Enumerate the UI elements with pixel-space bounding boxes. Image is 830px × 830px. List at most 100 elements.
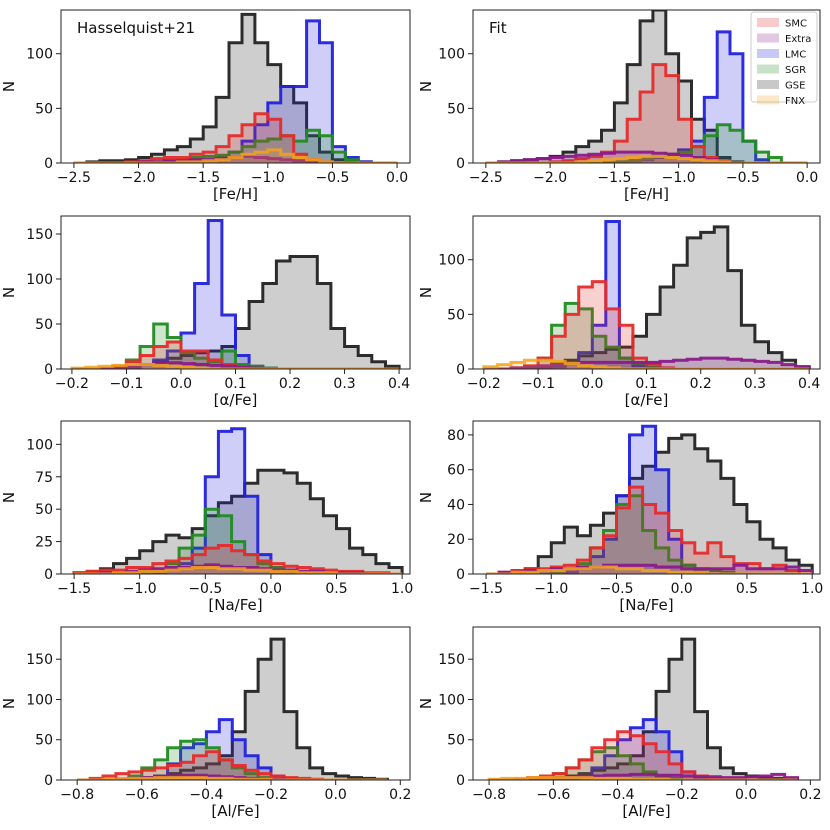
x-tick-label: −1.5 [186, 170, 220, 186]
x-tick-label: 0.2 [279, 376, 301, 392]
hist-fill-smc [486, 487, 813, 574]
legend-swatch-gse [757, 80, 779, 89]
x-tick-label: −0.2 [467, 376, 501, 392]
x-tick-label: 0.3 [333, 376, 355, 392]
hist-step-gse [73, 12, 398, 163]
hist-fill-gse [74, 470, 403, 574]
y-tick-label: 100 [26, 692, 53, 708]
panel-alpha-obs: −0.2 −0.1 0.0 0.1 0.2 0.3 0.4 0 50 100 150 [α/Fe] N [0, 215, 411, 409]
y-tick-label: 50 [35, 101, 53, 117]
x-tick-label: 0.0 [260, 581, 282, 597]
x-tick-label: −1.0 [251, 170, 285, 186]
axes-frame [60, 9, 411, 164]
axes-frame [472, 626, 821, 781]
plot-area [70, 219, 401, 369]
panel-title: Hasselquist+21 [77, 19, 195, 37]
panel-alfe-obs: −0.8 −0.6 −0.4 −0.2 0.0 0.2 0 50 100 150 [Al/Fe] N [0, 626, 411, 820]
x-tick-label: −0.2 [665, 787, 699, 803]
y-tick-label: 50 [447, 733, 465, 749]
axes-frame [472, 9, 821, 164]
x-tick-label: 0.0 [735, 787, 757, 803]
y-tick-label: 40 [447, 497, 465, 513]
y-tick-label: 100 [26, 47, 53, 63]
y-tick-label: 25 [35, 535, 53, 551]
x-tick-label: 0.3 [744, 376, 766, 392]
legend-swatch-lmc [757, 49, 779, 58]
x-tick-label: 1.0 [391, 581, 413, 597]
hist-fill-smc [74, 545, 403, 574]
y-tick-label: 150 [26, 652, 53, 668]
x-tick-label: −0.4 [601, 787, 635, 803]
plot-area [487, 637, 799, 780]
legend-swatch-extra [757, 33, 779, 43]
x-tick-label: 0.1 [635, 376, 657, 392]
hist-fill-sgr [73, 130, 398, 163]
x-tick-label: 0.0 [796, 170, 818, 186]
y-tick-label: 100 [26, 272, 53, 288]
hist-fill-gse [485, 10, 808, 163]
panel-nafe-fit: −1.5 −1.0 −0.5 0.0 0.5 1.0 0 20 40 60 80 [Na/Fe] N [417, 420, 823, 614]
hist-fill-gse [483, 226, 810, 369]
y-tick-label: 0 [44, 156, 53, 172]
legend-label-smc: SMC [785, 19, 807, 30]
x-tick-label: −2.5 [57, 170, 91, 186]
y-axis-label: N [0, 698, 18, 709]
y-tick-label: 50 [447, 307, 465, 323]
hist-fill-extra [73, 156, 398, 163]
y-tick-label: 100 [438, 692, 465, 708]
x-tick-label: 0.2 [389, 787, 411, 803]
panel-alpha-fit: −0.2 −0.1 0.0 0.1 0.2 0.3 0.4 0 50 100 [α/Fe] N [417, 215, 821, 409]
hist-step-fnx [487, 776, 798, 780]
x-tick-label: −0.4 [189, 787, 223, 803]
hist-step-fnx [482, 358, 810, 369]
panel-title: Fit [489, 19, 507, 37]
x-tick-label: −0.6 [125, 787, 159, 803]
y-tick-label: 50 [35, 733, 53, 749]
hist-fill-smc [73, 113, 398, 163]
x-tick-label: −0.8 [60, 787, 94, 803]
x-tick-label: −0.1 [521, 376, 555, 392]
panel-feh-obs: −2.5 −2.0 −1.5 −1.0 −0.5 0.0 0 50 100 [Fe/H] N Hass… [0, 9, 411, 203]
x-axis-label: [Al/Fe] [622, 802, 670, 820]
x-tick-label: 0.0 [170, 376, 192, 392]
plot-area [73, 12, 398, 163]
y-tick-label: 0 [456, 567, 465, 583]
y-tick-label: 100 [438, 47, 465, 63]
y-axis-label: N [417, 287, 435, 298]
x-tick-label: −0.5 [726, 170, 760, 186]
hist-step-smc [72, 544, 403, 574]
legend-swatch-sgr [757, 64, 779, 74]
x-tick-label: −2.5 [469, 170, 503, 186]
x-tick-label: 0.0 [325, 787, 347, 803]
legend-label-lmc: LMC [785, 50, 806, 61]
y-tick-label: 0 [456, 362, 465, 378]
x-axis-label: [Al/Fe] [211, 802, 259, 820]
legend-label-gse: GSE [785, 81, 805, 92]
x-tick-label: −1.0 [534, 581, 568, 597]
hist-step-gse [72, 468, 404, 574]
y-tick-label: 50 [447, 101, 465, 117]
panel-feh-fit: −2.5 −2.0 −1.5 −1.0 −0.5 0.0 0 50 100 [Fe/H] N Fit [417, 9, 821, 203]
hist-fill-sgr [486, 495, 813, 574]
x-tick-label: 0.5 [736, 581, 758, 597]
y-tick-label: 20 [447, 532, 465, 548]
x-axis-label: [Na/Fe] [208, 596, 262, 614]
x-tick-label: −0.5 [599, 581, 633, 597]
hist-step-sgr [71, 322, 400, 369]
hist-fill-lmc [486, 426, 813, 574]
hist-fill-gse [73, 14, 398, 163]
x-tick-label: −0.5 [315, 170, 349, 186]
hist-step-extra [483, 356, 811, 369]
x-tick-label: 0.4 [388, 376, 410, 392]
y-tick-label: 60 [447, 463, 465, 479]
y-tick-label: 50 [35, 502, 53, 518]
x-tick-label: 0.5 [325, 581, 347, 597]
x-tick-label: −0.5 [188, 581, 222, 597]
x-tick-label: 0.1 [224, 376, 246, 392]
x-tick-label: 0.0 [581, 376, 603, 392]
axes-frame [472, 420, 821, 575]
hist-step-lmc [71, 219, 400, 369]
y-axis-label: N [417, 698, 435, 709]
plot-area [77, 637, 389, 780]
